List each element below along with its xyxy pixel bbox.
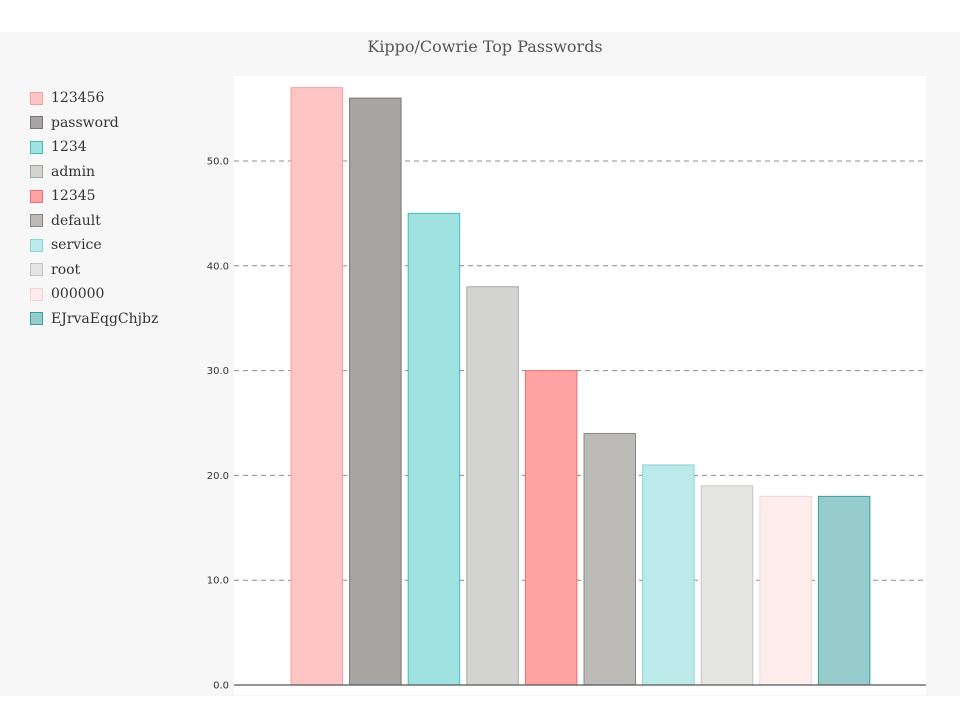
- legend-label: 000000: [51, 286, 105, 303]
- bar: [349, 97, 402, 686]
- legend-label: default: [51, 212, 101, 229]
- bar: [700, 485, 754, 686]
- legend-swatch: [30, 165, 43, 179]
- legend-label: root: [51, 261, 81, 278]
- y-tick-label: 30.0: [207, 366, 229, 377]
- legend-item[interactable]: password: [30, 111, 200, 136]
- legend-item[interactable]: EJrvaEqgChjbz: [30, 307, 200, 332]
- legend-item[interactable]: admin: [30, 160, 200, 185]
- legend-label: EJrvaEqgChjbz: [51, 310, 159, 327]
- legend-swatch: [30, 263, 43, 277]
- legend-swatch: [30, 116, 43, 130]
- y-tick-label: 10.0: [207, 576, 229, 587]
- legend-swatch: [30, 312, 43, 326]
- legend-swatch: [30, 189, 43, 203]
- chart-legend: 123456 password 1234 admin 12345 default servi…: [30, 86, 200, 331]
- legend-label: 1234: [51, 139, 87, 156]
- bar: [290, 87, 343, 686]
- legend-label: service: [51, 237, 102, 254]
- bar: [407, 212, 461, 686]
- y-tick-label: 20.0: [207, 471, 229, 482]
- y-tick-label: 50.0: [207, 157, 229, 168]
- legend-item[interactable]: 1234: [30, 135, 200, 160]
- legend-item[interactable]: root: [30, 258, 200, 283]
- legend-label: admin: [51, 163, 96, 180]
- legend-swatch: [30, 287, 43, 301]
- bar: [759, 495, 812, 686]
- chart-title: Kippo/Cowrie Top Passwords: [367, 37, 603, 56]
- bar: [524, 370, 578, 686]
- legend-item[interactable]: 000000: [30, 282, 200, 307]
- legend-label: 123456: [51, 90, 105, 107]
- legend-swatch: [30, 91, 43, 105]
- bar: [466, 286, 519, 686]
- legend-label: password: [51, 114, 119, 131]
- y-tick-label: 40.0: [207, 261, 229, 272]
- bar: [642, 464, 695, 686]
- bar: [817, 495, 871, 686]
- bar: [583, 432, 636, 686]
- legend-label: 12345: [51, 188, 96, 205]
- legend-item[interactable]: default: [30, 209, 200, 234]
- legend-swatch: [30, 140, 43, 154]
- legend-item[interactable]: service: [30, 233, 200, 258]
- legend-item[interactable]: 12345: [30, 184, 200, 209]
- legend-swatch: [30, 214, 43, 228]
- legend-item[interactable]: 123456: [30, 86, 200, 111]
- y-tick-label: 0.0: [213, 681, 229, 692]
- legend-swatch: [30, 238, 43, 252]
